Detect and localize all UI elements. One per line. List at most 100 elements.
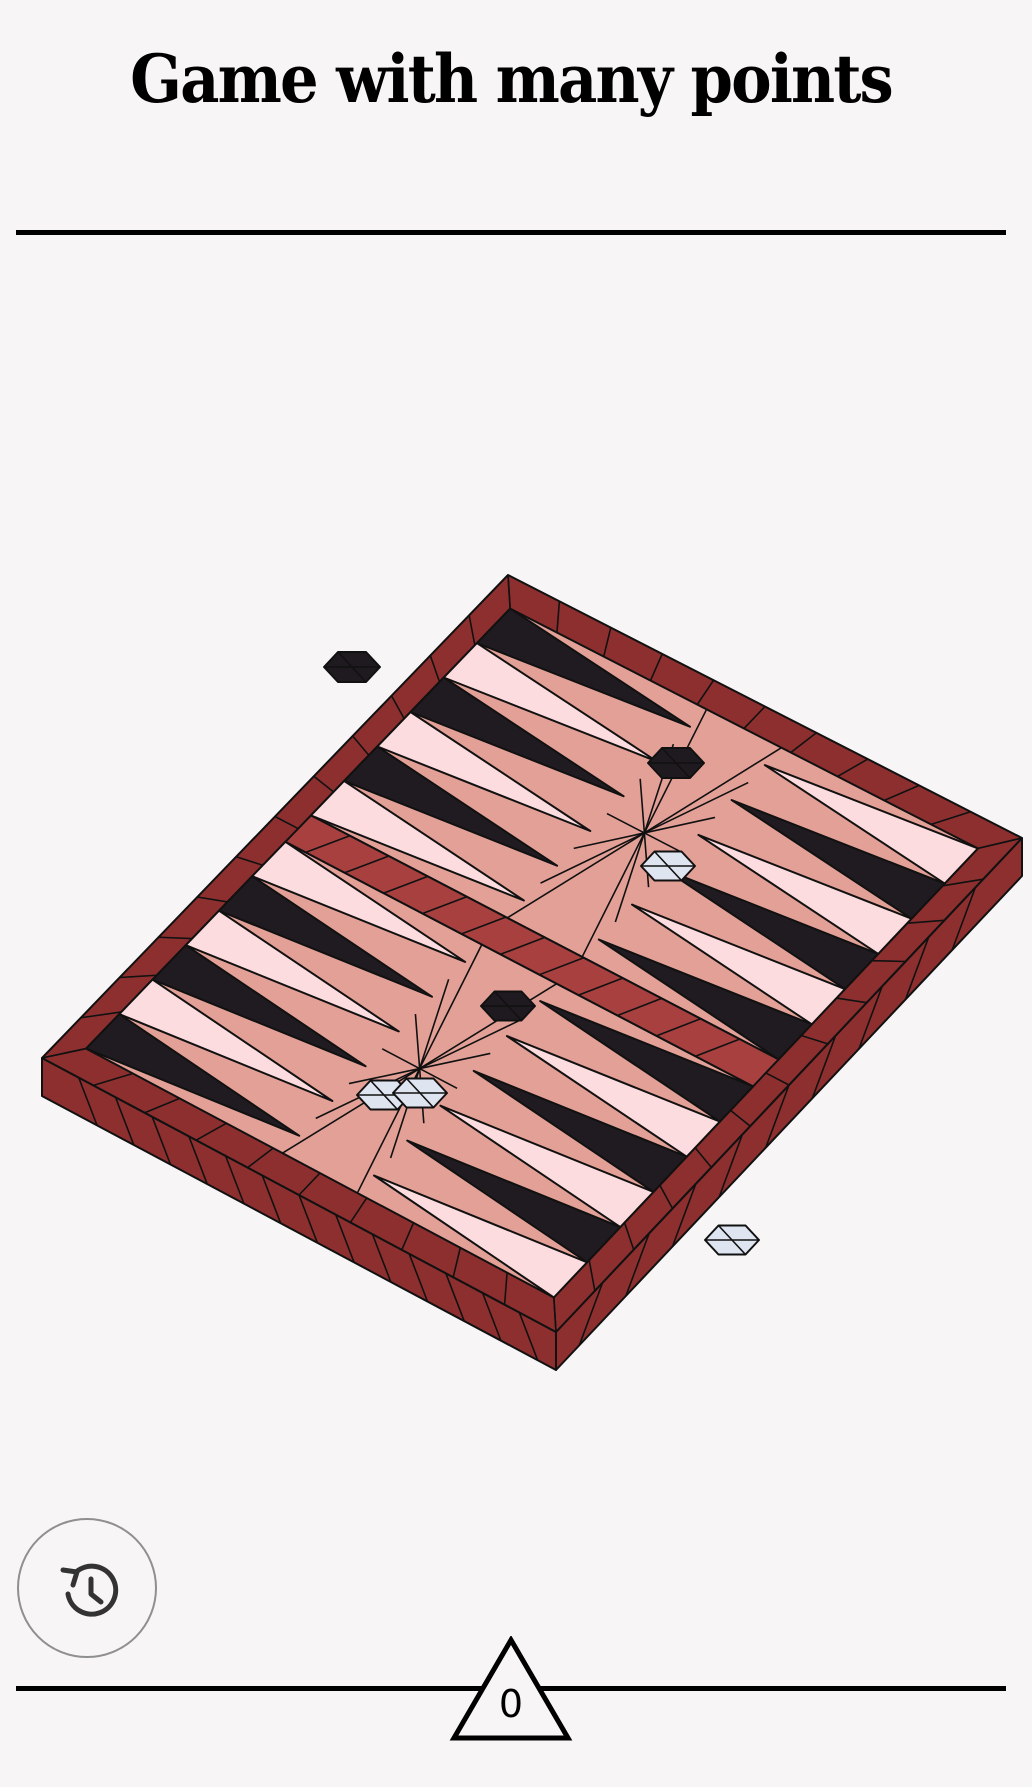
frame-facet-line <box>659 1184 674 1209</box>
frame-facet-line <box>468 615 476 646</box>
point-left <box>251 840 467 963</box>
checker-facet-line <box>369 1079 399 1111</box>
point-right <box>472 1069 688 1193</box>
frame-facet-line <box>452 1247 462 1278</box>
field-mesh-line <box>644 781 749 834</box>
point-right <box>631 903 846 1026</box>
side-facet-line <box>481 1292 502 1341</box>
field-mesh-line <box>644 832 683 854</box>
frame-facet-line <box>730 1109 751 1127</box>
point-right <box>697 833 913 955</box>
field-mesh-line <box>606 812 645 834</box>
score-value: 0 <box>498 1682 524 1726</box>
side-facet-line <box>188 1135 208 1185</box>
side-facet-line <box>518 1312 539 1361</box>
frame-facet-line <box>694 1147 712 1168</box>
frame-facet-line <box>429 655 441 683</box>
field-mesh-line <box>643 746 782 834</box>
field-mesh-line <box>419 1017 524 1070</box>
backgammon-board[interactable] <box>0 540 1032 1380</box>
checker-facet-line <box>661 747 691 779</box>
history-icon <box>60 1563 119 1617</box>
point-left <box>218 875 433 998</box>
side-facet-line <box>951 887 977 951</box>
side-facet-line <box>151 1116 172 1165</box>
frame-facet-line <box>235 855 264 867</box>
frame-facet-line <box>503 1272 508 1305</box>
field-mesh-line <box>639 778 646 834</box>
frame-facet-line <box>743 705 766 730</box>
frame-facet-line <box>298 1172 321 1196</box>
field-mesh-line <box>418 944 483 1069</box>
frame-facet-line <box>837 758 869 778</box>
point-right <box>539 1000 755 1123</box>
point-left <box>118 978 334 1102</box>
frame-facet-line <box>649 653 663 681</box>
point-left <box>442 642 658 763</box>
field-mesh-line <box>414 1013 421 1069</box>
field-mesh-line <box>614 832 646 923</box>
frame-facet-line <box>942 878 984 887</box>
frame-facet-line <box>197 896 228 903</box>
field-mesh-line <box>644 816 716 834</box>
point-right <box>664 868 880 991</box>
bar-facet-line <box>344 855 390 874</box>
checker-facet-line <box>653 850 683 882</box>
frame-facet-line <box>623 1222 635 1250</box>
field-mesh-line <box>506 832 645 919</box>
frame-facet-line <box>553 1297 557 1333</box>
side-facet-line <box>625 1232 650 1297</box>
bar-facet-line <box>461 916 507 935</box>
frame-facet-line <box>93 1072 134 1087</box>
bar-facet-line <box>695 1038 740 1057</box>
frame-facet-line <box>884 784 920 802</box>
side-facet-line <box>764 1084 790 1148</box>
point-left <box>475 607 691 728</box>
frame-facet-line <box>80 1011 122 1019</box>
bar-facet-line <box>656 1018 701 1037</box>
side-facet-line <box>298 1194 319 1244</box>
frame-facet-line <box>352 735 370 756</box>
side-facet-line <box>718 1134 744 1198</box>
bar-facet-line <box>422 895 468 915</box>
frame-facet-line <box>790 732 817 754</box>
score-triangle-icon <box>449 1636 573 1741</box>
frame-facet-line <box>158 936 193 940</box>
frame-facet-line <box>119 974 157 979</box>
frame-facet-line <box>41 1047 87 1059</box>
field-mesh-line <box>419 1052 491 1070</box>
field-mesh-line <box>419 1067 458 1089</box>
side-facet-line <box>371 1233 392 1283</box>
side-facet-line <box>114 1096 135 1146</box>
side-facet-line <box>334 1214 355 1263</box>
frame-facet-line <box>588 1259 596 1291</box>
frame-facet-line <box>765 1072 790 1086</box>
frame-facet-line <box>602 627 612 657</box>
bar-facet-line <box>539 957 584 976</box>
frame-facet-line <box>390 695 405 719</box>
side-facet-line <box>224 1155 245 1204</box>
point-right <box>406 1139 622 1264</box>
field-mesh-line <box>348 1067 420 1085</box>
point-left <box>85 1013 301 1137</box>
checker-facet-line <box>493 990 523 1022</box>
side-facet-line <box>858 985 883 1050</box>
bar-facet-line <box>500 936 546 956</box>
frame-facet-line <box>930 810 971 826</box>
frame-facet-line <box>349 1197 368 1223</box>
side-facet-line <box>261 1175 282 1224</box>
bar-facet-line <box>383 875 429 894</box>
frame-facet-line <box>977 837 1023 850</box>
point-left <box>151 944 367 1068</box>
point-left <box>184 909 400 1033</box>
frame-facet-line <box>247 1147 274 1169</box>
field-mesh-line <box>573 832 645 850</box>
history-button[interactable] <box>17 1518 157 1658</box>
point-left <box>409 676 625 798</box>
checker-facet-line <box>405 1077 435 1109</box>
checker-facet-line <box>337 651 367 683</box>
frame-facet-line <box>871 959 906 963</box>
page-title: Game with many points <box>130 40 894 118</box>
bar-facet-line <box>578 977 623 996</box>
frame-facet-line <box>313 775 334 793</box>
